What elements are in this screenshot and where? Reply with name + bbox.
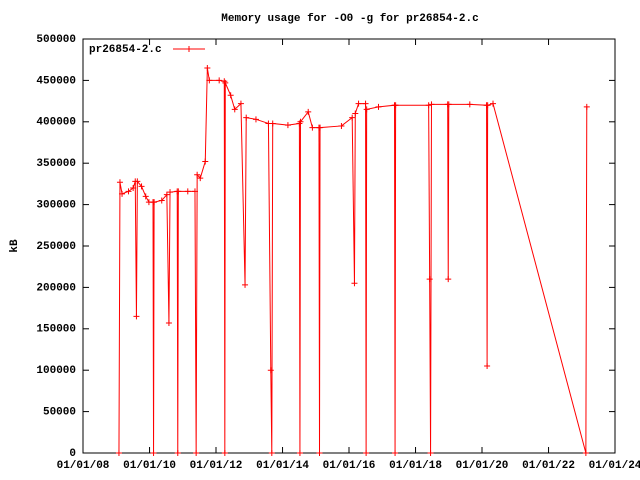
point-marker <box>194 171 201 178</box>
point-marker <box>133 313 140 320</box>
x-tick-label: 01/01/20 <box>456 460 509 472</box>
series-line <box>118 67 588 454</box>
point-marker <box>267 367 274 374</box>
point-marker <box>206 77 213 84</box>
point-marker <box>309 124 316 131</box>
point-marker <box>193 450 200 456</box>
point-marker <box>142 193 149 200</box>
point-marker <box>116 179 123 186</box>
y-tick-label: 300000 <box>36 200 76 212</box>
point-marker <box>158 197 165 204</box>
x-tick-label: 01/01/12 <box>190 460 243 472</box>
point-marker <box>375 103 382 110</box>
point-marker <box>316 450 323 456</box>
point-marker <box>445 276 452 283</box>
point-marker <box>252 116 259 123</box>
point-marker <box>231 106 238 113</box>
point-marker <box>363 106 370 113</box>
point-marker <box>184 188 191 195</box>
point-marker <box>174 450 181 456</box>
x-tick-label: 01/01/10 <box>123 460 176 472</box>
y-tick-label: 200000 <box>36 282 76 294</box>
point-marker <box>583 103 590 110</box>
point-marker <box>355 100 362 107</box>
point-marker <box>237 100 244 107</box>
point-marker <box>268 450 275 456</box>
point-marker <box>296 450 303 456</box>
x-tick-label: 01/01/22 <box>522 460 575 472</box>
point-marker <box>445 101 452 108</box>
point-marker <box>338 122 345 129</box>
x-tick-label: 01/01/14 <box>256 460 309 472</box>
point-marker <box>197 175 204 182</box>
point-marker <box>216 77 223 84</box>
point-marker <box>362 100 369 107</box>
point-marker <box>163 191 170 198</box>
point-marker <box>242 281 249 288</box>
point-marker <box>484 102 491 109</box>
point-marker <box>297 118 304 125</box>
point-marker <box>352 110 359 117</box>
y-tick-label: 350000 <box>36 158 76 170</box>
point-marker <box>243 114 250 121</box>
y-tick-label: 0 <box>69 448 76 460</box>
point-marker <box>317 124 324 131</box>
point-marker <box>466 101 473 108</box>
y-tick-label: 100000 <box>36 365 76 377</box>
point-marker <box>392 450 399 456</box>
point-marker <box>427 450 434 456</box>
point-marker <box>138 183 145 190</box>
point-marker <box>305 108 312 115</box>
point-marker <box>428 101 435 108</box>
point-marker <box>125 188 132 195</box>
point-marker <box>221 450 228 456</box>
point-marker <box>484 363 491 370</box>
y-tick-label: 250000 <box>36 241 76 253</box>
y-tick-label: 150000 <box>36 324 76 336</box>
point-marker <box>165 320 172 327</box>
point-marker <box>119 190 126 197</box>
point-marker <box>115 450 122 456</box>
y-tick-label: 450000 <box>36 75 76 87</box>
point-marker <box>284 122 291 129</box>
y-tick-label: 500000 <box>36 34 76 46</box>
point-marker <box>426 276 433 283</box>
point-marker <box>349 114 356 121</box>
x-tick-label: 01/01/18 <box>389 460 442 472</box>
point-marker <box>191 188 198 195</box>
point-marker <box>582 450 589 456</box>
point-marker <box>222 79 229 86</box>
point-marker <box>269 120 276 127</box>
point-marker <box>363 450 370 456</box>
point-marker <box>175 188 182 195</box>
point-marker <box>490 100 497 107</box>
point-marker <box>202 158 209 165</box>
point-marker <box>204 64 211 71</box>
point-marker <box>392 102 399 109</box>
y-tick-label: 50000 <box>43 407 76 419</box>
x-tick-label: 01/01/16 <box>323 460 376 472</box>
legend-label: pr26854-2.c <box>89 44 162 56</box>
point-marker <box>150 450 157 456</box>
point-marker <box>130 185 137 192</box>
point-marker <box>351 280 358 287</box>
y-tick-label: 400000 <box>36 117 76 129</box>
point-marker <box>167 189 174 196</box>
point-marker <box>151 199 158 206</box>
point-marker <box>227 92 234 99</box>
chart-title: Memory usage for -O0 -g for pr26854-2.c <box>221 13 478 25</box>
point-marker <box>425 102 432 109</box>
x-tick-label: 01/01/24 <box>589 460 640 472</box>
x-tick-label: 01/01/08 <box>57 460 110 472</box>
point-marker <box>134 178 141 185</box>
legend-swatch <box>186 46 192 52</box>
y-axis-label: kB <box>9 239 21 253</box>
